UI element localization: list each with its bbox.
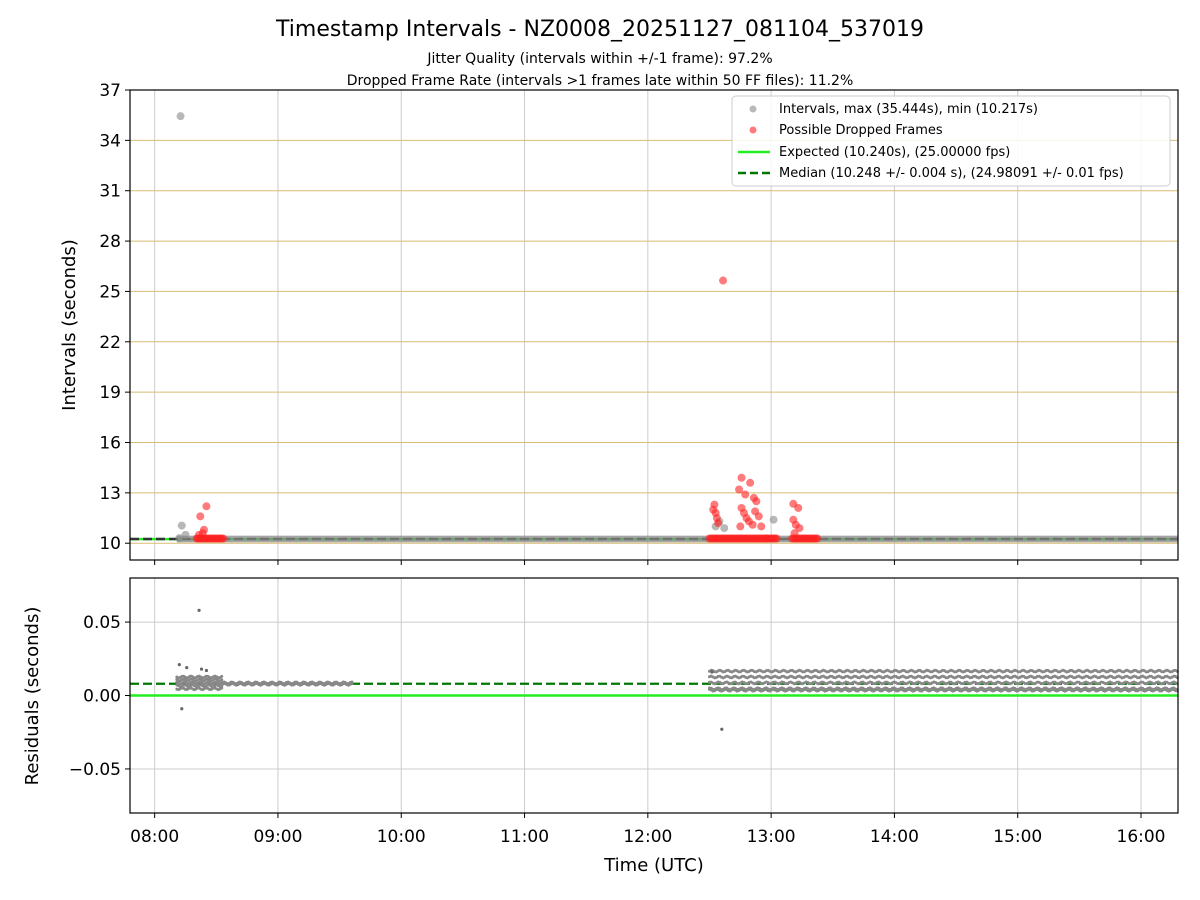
dropped-frame-point (754, 512, 763, 521)
residual-outlier-point (710, 670, 714, 674)
x-tick-label: 11:00 (500, 827, 549, 847)
dropped-frame-point (202, 502, 211, 511)
residuals-y-tick-label: −0.05 (69, 760, 121, 780)
x-axis-label: Time (UTC) (603, 855, 704, 876)
x-tick-label: 12:00 (623, 827, 672, 847)
residual-point (220, 674, 224, 678)
intervals-y-tick-label: 10 (99, 534, 121, 554)
legend-dropped-marker (749, 126, 757, 134)
dropped-frame-point (714, 519, 723, 528)
intervals-y-axis: 10 13 16 19 22 25 28 31 34 37 (99, 81, 130, 554)
interval-point (720, 524, 729, 533)
dropped-frame-point (748, 520, 757, 529)
residual-outlier-point (180, 707, 184, 711)
dropped-frame-point (752, 497, 761, 506)
dropped-frame-point (741, 490, 750, 499)
dropped-frame-point (813, 534, 822, 543)
dropped-frame-subtitle: Dropped Frame Rate (intervals >1 frames … (347, 73, 854, 89)
dropped-frame-point (735, 485, 744, 494)
intervals-y-tick-label: 16 (99, 434, 121, 454)
dropped-frame-point (772, 534, 781, 543)
intervals-y-tick-label: 34 (99, 131, 121, 151)
chart-legend: Intervals, max (35.444s), min (10.217s) … (731, 95, 1171, 187)
interval-point (175, 534, 184, 543)
legend-intervals-marker (749, 105, 757, 113)
x-tick-label: 16:00 (1117, 827, 1166, 847)
intervals-y-tick-label: 25 (99, 282, 121, 302)
x-tick-label: 08:00 (130, 827, 179, 847)
x-tick-label: 15:00 (993, 827, 1042, 847)
chart-title: Timestamp Intervals - NZ0008_20251127_08… (275, 17, 924, 42)
legend-intervals-label: Intervals, max (35.444s), min (10.217s) (779, 102, 1038, 117)
interval-point (769, 515, 778, 524)
residuals-x-axis: 08:00 09:00 10:00 11:00 12:00 13:00 14:00 15:00… (130, 813, 1166, 847)
residual-outlier-point (204, 668, 209, 673)
residual-point (220, 678, 224, 682)
intervals-x-ticks (154, 560, 1142, 565)
dropped-frame-point (794, 503, 803, 512)
intervals-y-tick-label: 37 (99, 81, 121, 101)
legend-expected-label: Expected (10.240s), (25.00000 fps) (779, 145, 1010, 160)
jitter-quality-subtitle: Jitter Quality (intervals within +/-1 fr… (426, 51, 772, 67)
residuals-y-tick-label: 0.05 (83, 613, 121, 633)
dropped-frame-point (795, 524, 804, 533)
legend-box (731, 95, 1171, 187)
dropped-frame-point (736, 522, 745, 531)
intervals-y-tick-label: 31 (99, 182, 121, 202)
intervals-dense-band (176, 535, 1179, 543)
residual-point (350, 680, 354, 684)
x-tick-label: 13:00 (747, 827, 796, 847)
residual-outlier-point (199, 667, 204, 671)
dropped-frame-point (790, 529, 799, 538)
intervals-y-tick-label: 28 (99, 232, 121, 252)
x-tick-label: 09:00 (253, 827, 302, 847)
legend-median-label: Median (10.248 +/- 0.004 s), (24.98091 +… (779, 166, 1124, 181)
dropped-frame-point (737, 473, 746, 482)
intervals-y-tick-label: 19 (99, 383, 121, 403)
intervals-y-tick-label: 13 (99, 484, 121, 504)
intervals-scatter-points (175, 112, 1179, 543)
interval-point (177, 521, 186, 530)
interval-point (176, 112, 185, 121)
dropped-frame-point (719, 276, 728, 285)
residuals-y-axis: −0.05 0.00 0.05 (69, 613, 130, 780)
dropped-frame-point (196, 512, 205, 521)
x-tick-label: 14:00 (870, 827, 919, 847)
residual-outlier-point (185, 665, 189, 670)
residuals-scatter-points (175, 608, 1179, 731)
residuals-y-label: Residuals (seconds) (22, 607, 43, 786)
interval-point (181, 530, 190, 539)
dropped-frame-point (757, 522, 766, 531)
residuals-y-tick-label: 0.00 (83, 687, 121, 707)
residual-point (220, 686, 224, 690)
intervals-y-label: Intervals (seconds) (59, 239, 80, 411)
dropped-frame-point (219, 534, 228, 543)
intervals-plot-frame (129, 89, 1179, 561)
residual-outlier-point (197, 608, 201, 612)
intervals-y-tick-label: 22 (99, 333, 121, 353)
dropped-frame-point (746, 478, 755, 487)
dropped-frame-point (198, 529, 207, 538)
x-tick-label: 10:00 (377, 827, 426, 847)
legend-dropped-label: Possible Dropped Frames (779, 123, 943, 138)
residual-outlier-point (720, 727, 724, 731)
residual-outlier-point (177, 663, 181, 667)
